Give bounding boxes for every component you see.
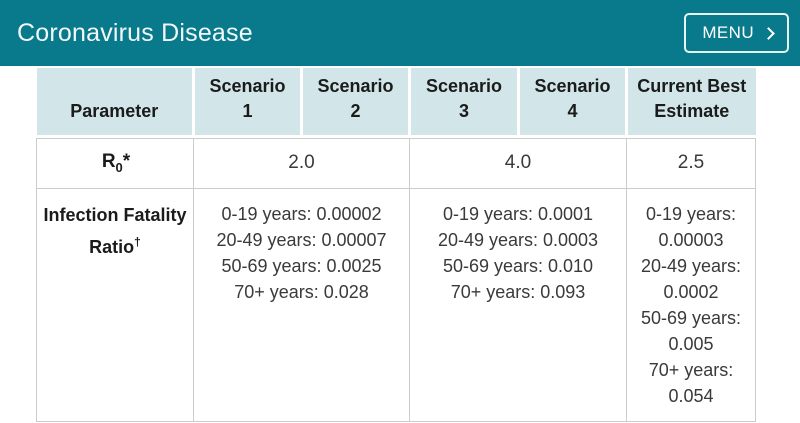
- ifr-scenario-3-4-values: 0-19 years: 0.0001 20-49 years: 0.0003 50-…: [409, 187, 627, 422]
- r0-parameter-label: R0*: [36, 137, 194, 189]
- column-header-scenario-2: Scenario 2: [300, 68, 410, 135]
- column-header-scenario-4: Scenario 4: [517, 68, 627, 135]
- column-header-scenario-3: Scenario 3: [408, 68, 519, 135]
- chevron-right-icon: [762, 27, 775, 40]
- ifr-parameter-label: Infection Fatality Ratio†: [36, 187, 194, 422]
- menu-button-label: MENU: [702, 23, 754, 42]
- column-header-current-best-estimate: Current Best Estimate: [625, 68, 756, 135]
- table-header-row: Parameter Scenario 1 Scenario 2 Scenario 3 …: [36, 68, 756, 135]
- top-banner: Coronavirus Disease MENU: [0, 0, 800, 66]
- infection-fatality-ratio-row: Infection Fatality Ratio† 0-19 years: 0.…: [36, 187, 756, 422]
- r0-scenario-1-2-value: 2.0: [193, 137, 410, 189]
- column-header-scenario-1: Scenario 1: [192, 68, 302, 135]
- ifr-current-best-estimate-values: 0-19 years: 0.00003 20-49 years: 0.0002 50…: [626, 187, 756, 422]
- menu-button[interactable]: MENU: [684, 13, 789, 53]
- column-header-parameter: Parameter: [36, 68, 194, 135]
- ifr-scenario-1-2-values: 0-19 years: 0.00002 20-49 years: 0.00007 5…: [193, 187, 410, 422]
- r0-scenario-3-4-value: 4.0: [409, 137, 627, 189]
- page-title: Coronavirus Disease: [17, 18, 253, 47]
- planning-scenarios-table: Parameter Scenario 1 Scenario 2 Scenario 3 …: [36, 68, 756, 422]
- r0-row: R0* 2.0 4.0 2.5: [36, 137, 756, 189]
- r0-current-best-estimate-value: 2.5: [626, 137, 756, 189]
